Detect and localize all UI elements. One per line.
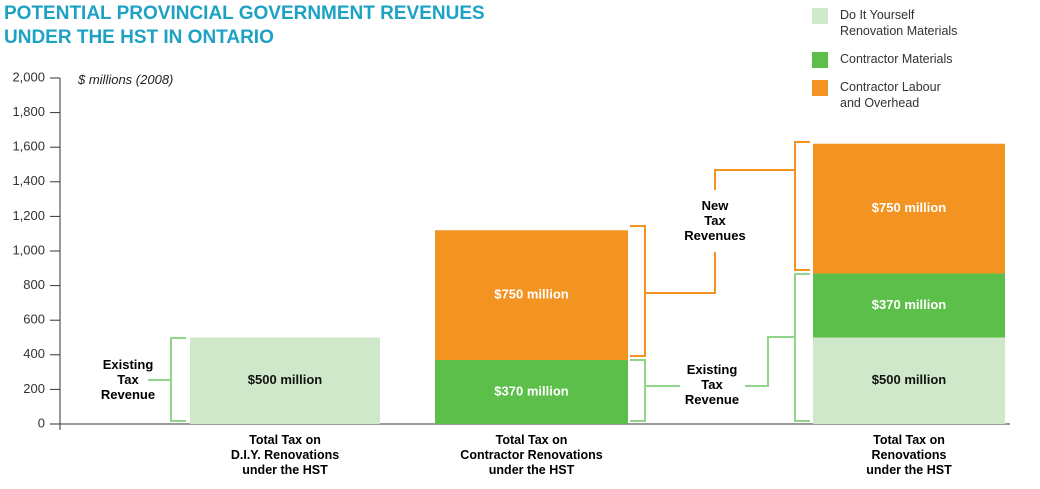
y-tick-label: 800 bbox=[23, 277, 45, 292]
bracket bbox=[148, 337, 186, 422]
y-tick-label: 1,400 bbox=[12, 173, 45, 188]
annotation: Existing Tax Revenue bbox=[100, 357, 156, 402]
y-tick-label: 1,200 bbox=[12, 208, 45, 223]
x-tick-label: Total Tax on Contractor Renovations unde… bbox=[460, 433, 603, 477]
value-label: $370 million bbox=[494, 383, 568, 398]
bar-segment bbox=[190, 337, 380, 424]
bar-segment bbox=[813, 143, 1005, 274]
bar-segment bbox=[813, 273, 1005, 338]
value-label: $750 million bbox=[494, 287, 568, 302]
bracket bbox=[630, 359, 680, 422]
annotation: Existing Tax Revenue bbox=[684, 362, 740, 407]
bar-segment bbox=[435, 230, 628, 360]
y-tick-label: 1,800 bbox=[12, 104, 45, 119]
y-tick-label: 200 bbox=[23, 381, 45, 396]
value-label: $750 million bbox=[872, 200, 946, 215]
legend-swatch bbox=[812, 80, 828, 96]
y-axis-label: $ millions (2008) bbox=[78, 72, 174, 87]
value-label: $370 million bbox=[872, 297, 946, 312]
y-tick-label: 1,600 bbox=[12, 139, 45, 154]
legend-label: Contractor Labour and Overhead bbox=[840, 80, 941, 110]
value-label: $500 million bbox=[248, 372, 322, 387]
y-tick-label: 400 bbox=[23, 346, 45, 361]
legend-swatch bbox=[812, 52, 828, 68]
legend-swatch bbox=[812, 8, 828, 24]
bracket bbox=[745, 273, 810, 422]
value-label: $500 million bbox=[872, 372, 946, 387]
bracket bbox=[714, 141, 810, 271]
chart-title: POTENTIAL PROVINCIAL GOVERNMENT REVENUES… bbox=[4, 3, 485, 48]
y-tick-label: 600 bbox=[23, 312, 45, 327]
y-tick-label: 1,000 bbox=[12, 242, 45, 257]
bar-segment bbox=[435, 359, 628, 424]
legend-label: Contractor Materials bbox=[840, 52, 953, 66]
x-tick-label: Total Tax on D.I.Y. Renovations under th… bbox=[230, 433, 340, 477]
brackets bbox=[148, 141, 810, 422]
x-tick-label: Total Tax on Renovations under the HST bbox=[866, 433, 952, 477]
legend-label: Do It Yourself Renovation Materials bbox=[840, 8, 958, 38]
annotation: New Tax Revenues bbox=[684, 198, 746, 243]
y-tick-label: 0 bbox=[38, 415, 45, 430]
y-tick-label: 2,000 bbox=[12, 69, 45, 84]
bracket bbox=[630, 225, 716, 357]
bar-segment bbox=[813, 337, 1005, 424]
